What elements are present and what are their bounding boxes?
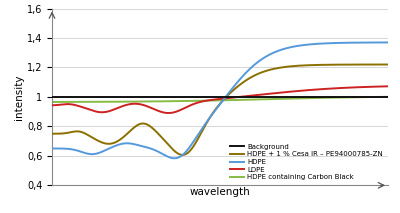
Y-axis label: intensity: intensity xyxy=(14,74,24,120)
X-axis label: wavelength: wavelength xyxy=(190,187,250,197)
Legend: Background, HDPE + 1 % Cesa IR – PE94000785-ZN, HDPE, LDPE, HDPE containing Carb: Background, HDPE + 1 % Cesa IR – PE94000… xyxy=(229,142,384,182)
